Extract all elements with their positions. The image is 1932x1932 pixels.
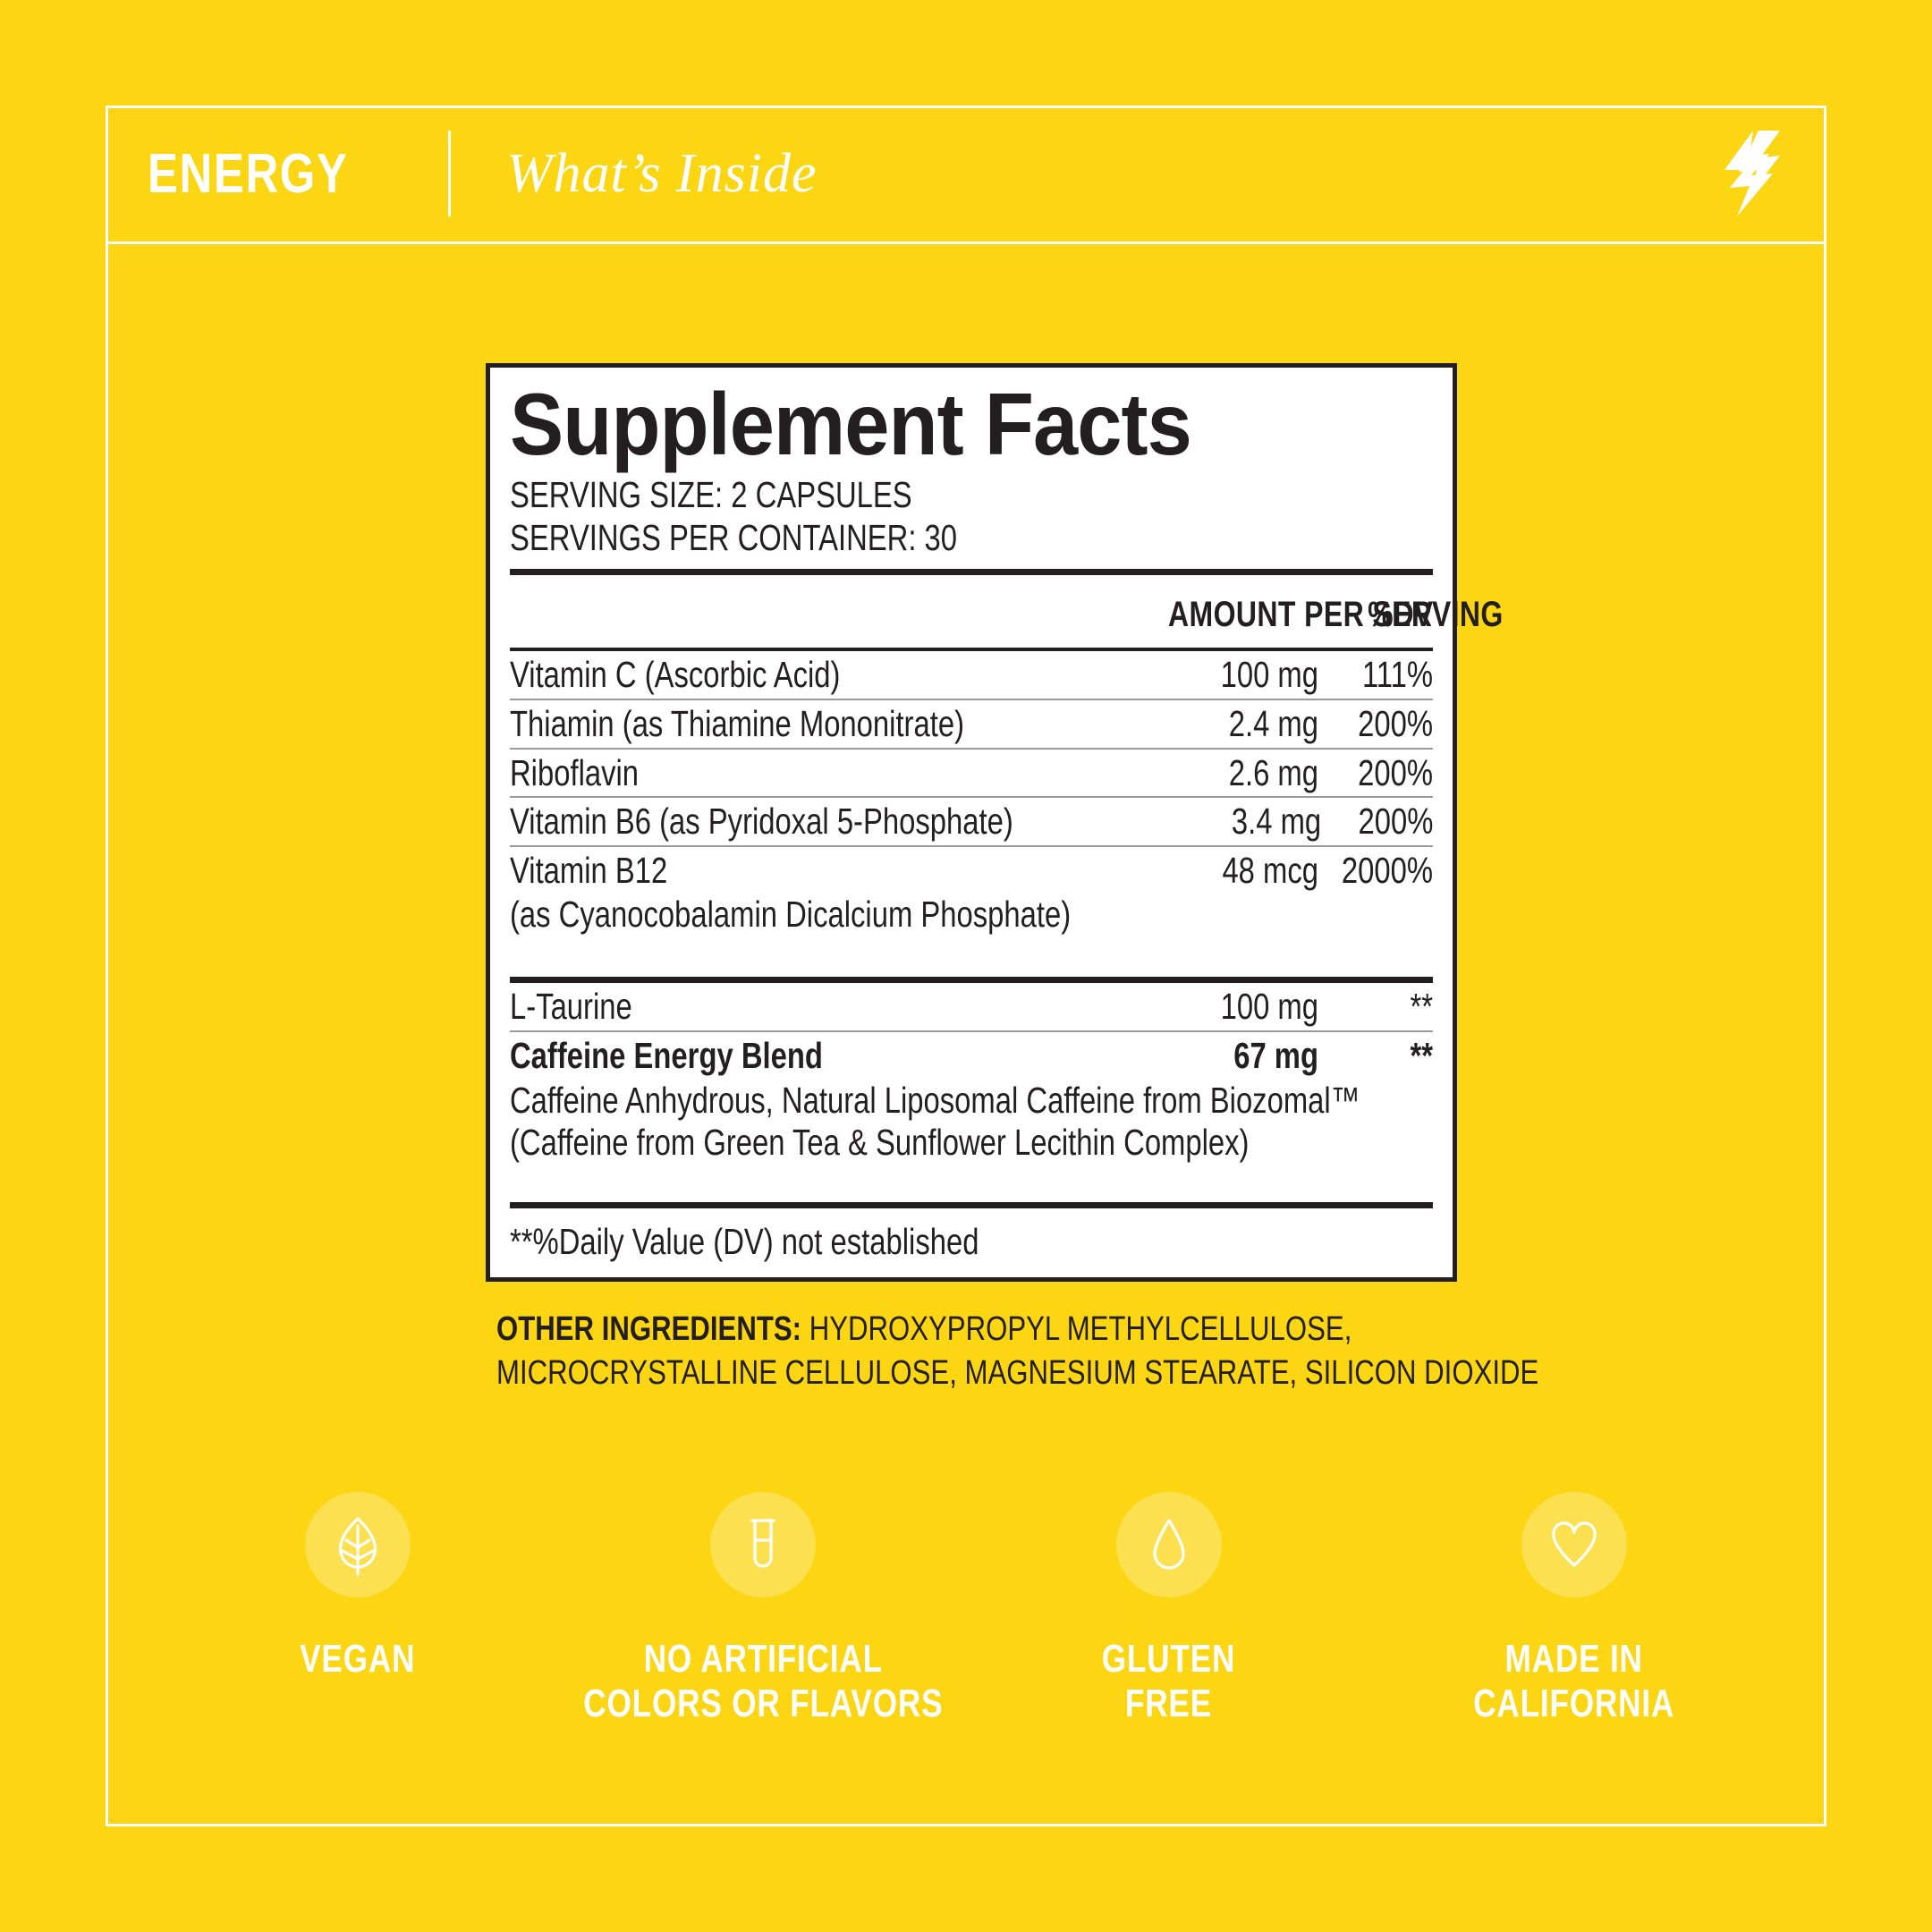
row-divider	[510, 845, 1433, 848]
badge-label: NO ARTIFICIAL COLORS OR FLAVORS	[583, 1637, 944, 1725]
brand-title: ENERGY	[148, 142, 349, 205]
column-header-dv: %DV	[1368, 594, 1433, 634]
badge-label: GLUTEN FREE	[1101, 1637, 1236, 1725]
nutrient-amount: 67 mg	[1233, 1035, 1318, 1077]
table-row: Vitamin B6 (as Pyridoxal 5-Phosphate) 3.…	[510, 798, 1433, 845]
nutrient-dv: 200%	[1358, 702, 1433, 744]
badge-label: MADE IN CALIFORNIA	[1473, 1637, 1675, 1725]
table-row: Vitamin B12 48 mcg 2000%	[510, 847, 1433, 894]
supplement-facts-panel: Supplement Facts SERVING SIZE: 2 CAPSULE…	[486, 363, 1504, 1283]
other-ingredients-line-1: OTHER INGREDIENTS: HYDROXYPROPYL METHYLC…	[496, 1308, 1352, 1352]
nutrient-amount: 2.4 mg	[1228, 702, 1318, 744]
other-ingredients-line-2: MICROCRYSTALLINE CELLULOSE, MAGNESIUM ST…	[496, 1354, 1539, 1393]
table-row: Vitamin C (Ascorbic Acid) 100 mg 111%	[510, 651, 1433, 699]
nutrient-dv: **	[1410, 986, 1433, 1028]
table-row: Thiamin (as Thiamine Mononitrate) 2.4 mg…	[510, 700, 1433, 748]
other-ingredients-label: OTHER INGREDIENTS:	[496, 1310, 802, 1348]
test-tube-icon	[710, 1492, 817, 1597]
supplement-facts-title: Supplement Facts	[510, 375, 1192, 473]
badge-vegan: VEGAN	[179, 1492, 537, 1682]
serving-size: SERVING SIZE: 2 CAPSULES	[510, 473, 912, 515]
nutrient-amount: 3.4 mg	[1232, 801, 1322, 843]
nutrient-name: Vitamin B6 (as Pyridoxal 5-Phosphate)	[510, 801, 1013, 843]
divider-under-header	[510, 647, 1433, 651]
column-header-amount: AMOUNT PER SERVING	[1168, 594, 1504, 634]
nutrient-amount: 2.6 mg	[1228, 751, 1318, 793]
divider-thick-bottom	[510, 1202, 1433, 1209]
nutrient-dv: **	[1410, 1035, 1433, 1077]
nutrient-name: Riboflavin	[510, 751, 640, 793]
nutrient-name: Thiamin (as Thiamine Mononitrate)	[510, 702, 964, 744]
lightning-bolt-icon	[1714, 131, 1784, 216]
page-subtitle: What’s Inside	[505, 142, 818, 204]
nutrient-amount: 100 mg	[1220, 653, 1318, 695]
daily-value-footnote: **%Daily Value (DV) not established	[510, 1221, 979, 1263]
servings-per-container: SERVINGS PER CONTAINER: 30	[510, 517, 958, 559]
other-ingredients-rest: HYDROXYPROPYL METHYLCELLULOSE,	[801, 1310, 1352, 1348]
row-divider	[510, 747, 1433, 750]
nutrient-name: Vitamin C (Ascorbic Acid)	[510, 653, 841, 695]
table-row-blend: Caffeine Energy Blend 67 mg **	[510, 1032, 1433, 1080]
nutrient-name: Vitamin B12	[510, 850, 668, 892]
nutrient-name: Caffeine Energy Blend	[510, 1035, 823, 1077]
badge-gluten-free: GLUTEN FREE	[990, 1492, 1348, 1725]
heart-icon	[1521, 1492, 1627, 1597]
nutrient-dv: 200%	[1358, 801, 1433, 843]
blend-ingredient-line-1: Caffeine Anhydrous, Natural Liposomal Ca…	[510, 1079, 1360, 1121]
row-divider	[510, 698, 1433, 700]
divider-thick-top	[510, 568, 1433, 575]
badge-made-in-california: MADE IN CALIFORNIA	[1395, 1492, 1753, 1725]
table-row: L-Taurine 100 mg **	[510, 983, 1433, 1030]
other-ingredients: OTHER INGREDIENTS: HYDROXYPROPYL METHYLC…	[496, 1308, 1539, 1396]
leaf-icon	[305, 1492, 411, 1597]
row-divider	[510, 796, 1433, 799]
nutrient-amount: 100 mg	[1220, 986, 1318, 1028]
badge-row: VEGAN NO ARTIFICIAL COLORS OR FLAVORS GL…	[179, 1492, 1753, 1725]
outer-border-frame	[106, 106, 1826, 1826]
blend-ingredient-line-2: (Caffeine from Green Tea & Sunflower Lec…	[510, 1121, 1250, 1163]
nutrient-subline: (as Cyanocobalamin Dicalcium Phosphate)	[510, 894, 1072, 936]
row-divider	[510, 1030, 1433, 1033]
badge-no-artificial: NO ARTIFICIAL COLORS OR FLAVORS	[583, 1492, 944, 1725]
table-row: Riboflavin 2.6 mg 200%	[510, 750, 1433, 797]
water-drop-icon	[1115, 1492, 1222, 1597]
nutrient-dv: 200%	[1358, 751, 1433, 793]
header-divider	[447, 131, 451, 216]
nutrient-dv: 111%	[1361, 653, 1433, 695]
nutrient-dv: 2000%	[1341, 850, 1433, 892]
page-header: ENERGY What’s Inside	[106, 106, 1826, 244]
nutrient-name: L-Taurine	[510, 986, 632, 1028]
nutrient-amount: 48 mcg	[1222, 850, 1318, 892]
table-header-row: AMOUNT PER SERVING %DV	[510, 575, 1504, 648]
badge-label: VEGAN	[300, 1637, 416, 1681]
divider-thick-mid	[510, 977, 1433, 984]
